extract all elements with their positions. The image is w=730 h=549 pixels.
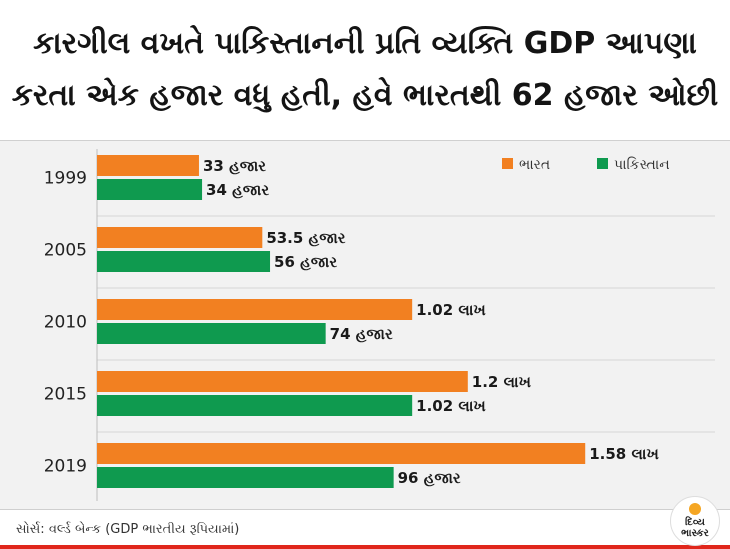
year-label: 1999	[44, 169, 87, 189]
footer: સોર્સ: વર્લ્ડ બેન્ક (GDP ભારતીય રૂપિયામા…	[0, 509, 730, 549]
pakistan-value-label: 96 હજાર	[398, 469, 461, 487]
accent-line	[0, 545, 730, 549]
india-value-label: 33 હજાર	[203, 157, 266, 175]
india-value-label: 1.58 લાખ	[589, 445, 659, 463]
pakistan-bar	[97, 179, 203, 200]
chart-title: કારગીલ વખતે પાકિસ્તાનની પ્રતિ વ્યક્તિ GD…	[0, 18, 730, 122]
logo-text: દિવ્ય ભાસ્કર	[681, 517, 709, 539]
india-bar	[97, 299, 413, 320]
plot-area: 1999 33 હજાર 34 હજાર 2005 53.5 હજાર 56 હજાર 20…	[0, 141, 730, 509]
divya-bhaskar-logo: દિવ્ય ભાસ્કર	[670, 496, 720, 546]
source-note: સોર્સ: વર્લ્ડ બેન્ક (GDP ભારતીય રૂપિયામા…	[16, 522, 240, 537]
india-value-label: 1.02 લાખ	[416, 301, 486, 319]
year-label: 2019	[44, 457, 87, 477]
india-bar	[97, 371, 468, 392]
pakistan-bar	[97, 395, 413, 416]
year-label: 2015	[44, 385, 87, 405]
india-value-label: 53.5 હજાર	[266, 229, 345, 247]
india-bar	[97, 155, 199, 176]
legend-india-swatch	[502, 158, 513, 169]
pakistan-bar	[97, 467, 394, 488]
pakistan-value-label: 34 હજાર	[206, 181, 269, 199]
header: કારગીલ વખતે પાકિસ્તાનની પ્રતિ વ્યક્તિ GD…	[0, 0, 730, 141]
pakistan-value-label: 74 હજાર	[330, 325, 393, 343]
year-label: 2005	[44, 241, 87, 261]
legend-india-label: ભારત	[519, 157, 550, 173]
pakistan-value-label: 56 હજાર	[274, 253, 337, 271]
legend-pakistan-label: પાકિસ્તાન	[614, 157, 670, 173]
india-value-label: 1.2 લાખ	[472, 373, 532, 391]
sun-icon	[689, 503, 701, 515]
title-line-1: કારગીલ વખતે પાકિસ્તાનની પ્રતિ વ્યક્તિ GD…	[33, 26, 697, 61]
pakistan-bar	[97, 251, 271, 272]
pakistan-value-label: 1.02 લાખ	[416, 397, 486, 415]
india-bar	[97, 443, 586, 464]
bar-chart: 1999 33 હજાર 34 હજાર 2005 53.5 હજાર 56 હજાર 20…	[44, 149, 715, 501]
india-bar	[97, 227, 263, 248]
year-label: 2010	[44, 313, 87, 333]
pakistan-bar	[97, 323, 326, 344]
legend-pakistan-swatch	[597, 158, 608, 169]
title-line-2: કરતા એક હજાર વધુ હતી, હવે ભારતથી 62 હજાર…	[11, 78, 719, 113]
